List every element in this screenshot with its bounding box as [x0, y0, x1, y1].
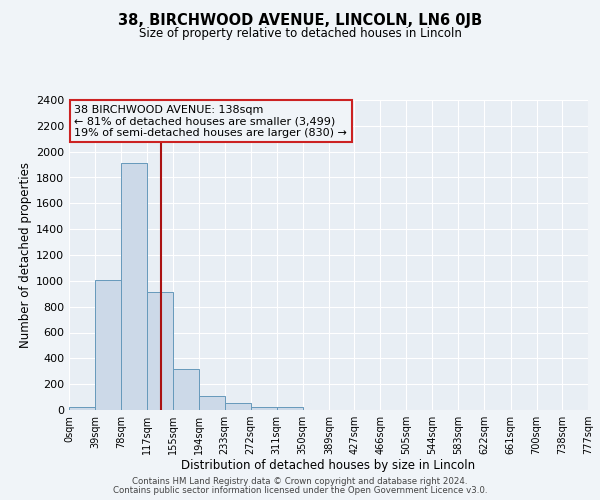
Bar [277, 408, 303, 410]
Bar [147, 292, 173, 410]
X-axis label: Distribution of detached houses by size in Lincoln: Distribution of detached houses by size … [181, 458, 476, 471]
Text: 38 BIRCHWOOD AVENUE: 138sqm
← 81% of detached houses are smaller (3,499)
19% of : 38 BIRCHWOOD AVENUE: 138sqm ← 81% of det… [74, 104, 347, 138]
Text: 38, BIRCHWOOD AVENUE, LINCOLN, LN6 0JB: 38, BIRCHWOOD AVENUE, LINCOLN, LN6 0JB [118, 12, 482, 28]
Text: Size of property relative to detached houses in Lincoln: Size of property relative to detached ho… [139, 28, 461, 40]
Text: Contains public sector information licensed under the Open Government Licence v3: Contains public sector information licen… [113, 486, 487, 495]
Bar [95, 280, 121, 410]
Bar [121, 164, 147, 410]
Bar [199, 396, 224, 410]
Bar [173, 368, 199, 410]
Bar [251, 407, 277, 410]
Y-axis label: Number of detached properties: Number of detached properties [19, 162, 32, 348]
Bar [69, 408, 95, 410]
Bar [224, 403, 251, 410]
Text: Contains HM Land Registry data © Crown copyright and database right 2024.: Contains HM Land Registry data © Crown c… [132, 477, 468, 486]
